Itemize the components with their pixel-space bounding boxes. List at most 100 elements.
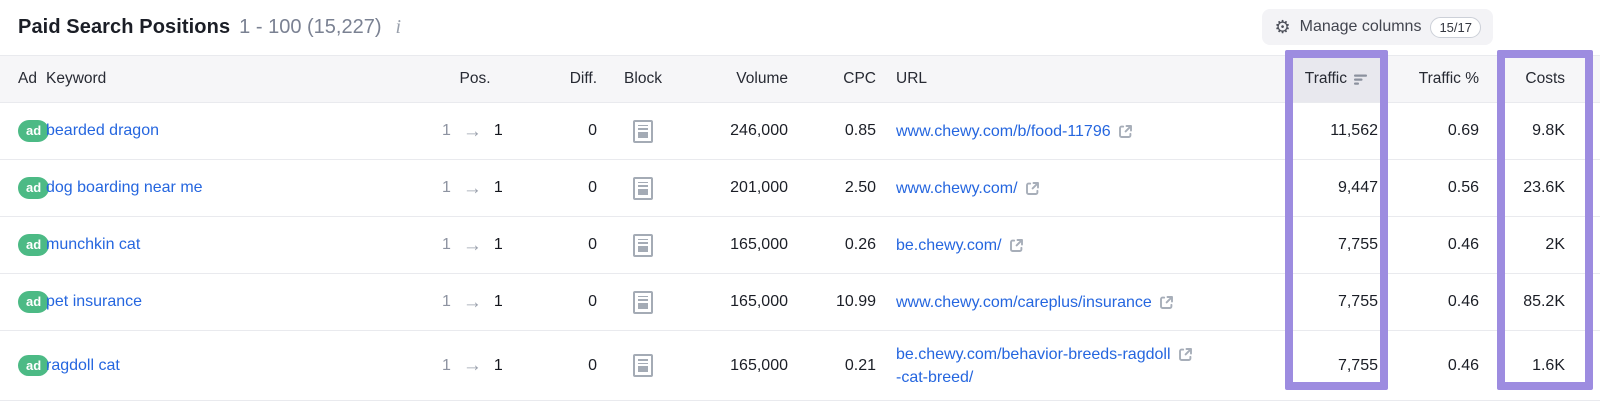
url-link[interactable]: www.chewy.com/: [896, 179, 1018, 197]
diff-value: 0: [588, 179, 597, 196]
cpc-value: 2.50: [844, 179, 876, 196]
ad-badge[interactable]: ad: [18, 354, 50, 377]
traffic-value: 7,755: [1337, 236, 1378, 253]
arrow-right-icon: →: [462, 291, 482, 313]
traffic-pct-value: 0.46: [1447, 356, 1479, 374]
toolbar: Paid Search Positions 1 - 100 (15,227) i…: [0, 0, 1600, 55]
diff-value: 0: [588, 122, 597, 139]
traffic-pct-value: 0.69: [1447, 122, 1479, 139]
column-header-traffic-pct[interactable]: Traffic %: [1418, 70, 1479, 87]
traffic-value: 7,755: [1337, 293, 1378, 310]
table-row: ad ragdoll cat 1 → 1 0 165,000 0.21 be.c…: [0, 331, 1600, 401]
url-link[interactable]: www.chewy.com/b/food-11796: [896, 122, 1111, 140]
position-current: 1: [493, 122, 503, 139]
traffic-pct-value: 0.56: [1447, 179, 1479, 196]
manage-columns-button[interactable]: ⚙ Manage columns 15/17: [1262, 9, 1493, 45]
info-icon[interactable]: i: [395, 16, 402, 38]
costs-value: 23.6K: [1523, 179, 1565, 196]
column-header-block[interactable]: Block: [624, 70, 662, 87]
external-link-icon[interactable]: [1177, 346, 1194, 363]
column-header-costs[interactable]: Costs: [1525, 70, 1565, 87]
gear-icon: ⚙: [1274, 17, 1291, 37]
manage-columns-label: Manage columns: [1299, 18, 1422, 35]
position-current: 1: [493, 179, 503, 196]
column-header-traffic[interactable]: Traffic: [1285, 56, 1388, 102]
arrow-right-icon: →: [462, 120, 482, 142]
cpc-value: 0.26: [844, 236, 876, 253]
column-header-url[interactable]: URL: [896, 70, 928, 87]
position-cell: 1 → 1: [430, 217, 520, 273]
position-previous: 1: [442, 236, 451, 253]
volume-value: 246,000: [730, 122, 788, 139]
column-header-ad[interactable]: Ad: [18, 70, 37, 87]
ad-badge[interactable]: ad: [18, 291, 50, 313]
keyword-link[interactable]: munchkin cat: [46, 236, 141, 253]
arrow-right-icon: →: [462, 355, 482, 376]
costs-value: 9.8K: [1532, 122, 1565, 139]
column-header-cpc[interactable]: CPC: [843, 70, 876, 87]
table-header-row: Ad Keyword Pos. Diff. Block Volume CPC U…: [0, 55, 1600, 103]
column-header-volume[interactable]: Volume: [736, 70, 788, 87]
costs-value: 2K: [1545, 236, 1565, 253]
volume-value: 165,000: [730, 356, 788, 374]
volume-value: 201,000: [730, 179, 788, 196]
position-cell: 1 → 1: [430, 274, 520, 330]
table-row: ad pet insurance 1 → 1 0 165,000 10.99 w…: [0, 274, 1600, 331]
ad-badge[interactable]: ad: [18, 234, 50, 256]
cpc-value: 10.99: [835, 293, 876, 310]
keyword-link[interactable]: ragdoll cat: [46, 356, 120, 374]
keyword-link[interactable]: bearded dragon: [46, 122, 159, 139]
table-body: ad bearded dragon 1 → 1 0 246,000 0.85 w…: [0, 103, 1600, 401]
position-cell: 1 → 1: [430, 331, 520, 400]
url-link-line2[interactable]: -cat-breed/: [896, 368, 974, 386]
diff-value: 0: [588, 293, 597, 310]
external-link-icon[interactable]: [1158, 294, 1175, 311]
ad-badge[interactable]: ad: [18, 177, 50, 199]
keyword-link[interactable]: dog boarding near me: [46, 179, 203, 196]
cpc-value: 0.21: [844, 356, 876, 374]
cpc-value: 0.85: [844, 122, 876, 139]
traffic-pct-value: 0.46: [1447, 236, 1479, 253]
column-header-diff[interactable]: Diff.: [569, 70, 597, 87]
table-row: ad dog boarding near me 1 → 1 0 201,000 …: [0, 160, 1600, 217]
position-cell: 1 → 1: [430, 103, 520, 159]
external-link-icon[interactable]: [1117, 123, 1134, 140]
position-current: 1: [493, 293, 503, 310]
external-link-icon[interactable]: [1008, 237, 1025, 254]
ad-block-icon[interactable]: [633, 233, 653, 257]
external-link-icon[interactable]: [1024, 180, 1041, 197]
result-range: 1 - 100 (15,227): [239, 16, 382, 38]
ad-block-icon[interactable]: [633, 290, 653, 314]
traffic-value: 9,447: [1337, 179, 1378, 196]
position-previous: 1: [442, 179, 451, 196]
table-row: ad bearded dragon 1 → 1 0 246,000 0.85 w…: [0, 103, 1600, 160]
position-previous: 1: [442, 293, 451, 310]
url-link[interactable]: www.chewy.com/careplus/insurance: [896, 293, 1152, 311]
ad-block-icon[interactable]: [633, 354, 653, 377]
position-current: 1: [493, 236, 503, 253]
traffic-value: 11,562: [1330, 122, 1378, 139]
url-link[interactable]: be.chewy.com/behavior-breeds-ragdoll: [896, 345, 1171, 363]
column-header-keyword[interactable]: Keyword: [46, 70, 107, 87]
traffic-value: 7,755: [1337, 356, 1378, 374]
keyword-link[interactable]: pet insurance: [46, 293, 143, 310]
position-previous: 1: [442, 122, 451, 139]
traffic-pct-value: 0.46: [1447, 293, 1479, 310]
costs-value: 1.6K: [1532, 356, 1565, 374]
page-title: Paid Search Positions: [18, 16, 231, 38]
arrow-right-icon: →: [462, 234, 482, 256]
ad-block-icon[interactable]: [633, 176, 653, 200]
url-link[interactable]: be.chewy.com/: [896, 236, 1002, 254]
column-header-pos[interactable]: Pos.: [459, 70, 491, 87]
diff-value: 0: [588, 236, 597, 253]
volume-value: 165,000: [730, 293, 788, 310]
ad-block-icon[interactable]: [633, 119, 653, 143]
position-cell: 1 → 1: [430, 160, 520, 216]
arrow-right-icon: →: [462, 177, 482, 199]
costs-value: 85.2K: [1523, 293, 1565, 310]
ad-badge[interactable]: ad: [18, 120, 50, 142]
position-current: 1: [493, 356, 503, 374]
position-previous: 1: [442, 356, 451, 374]
diff-value: 0: [588, 356, 597, 374]
table-row: ad munchkin cat 1 → 1 0 165,000 0.26 be.…: [0, 217, 1600, 274]
